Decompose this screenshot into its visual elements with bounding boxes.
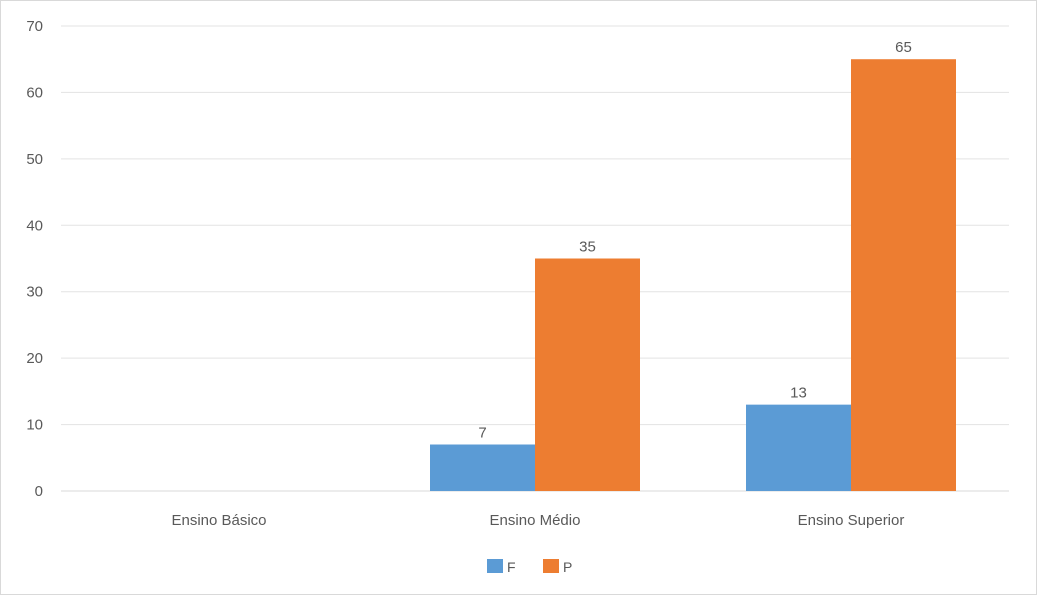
category-label: Ensino Médio [490, 512, 581, 529]
y-tick-label: 10 [26, 417, 43, 434]
bar-f [430, 444, 535, 491]
y-tick-label: 40 [26, 217, 43, 234]
data-label: 7 [478, 425, 486, 442]
legend-label: P [563, 559, 572, 575]
y-tick-label: 70 [26, 18, 43, 35]
bar-p [535, 258, 640, 491]
bar-p [851, 59, 956, 491]
y-tick-label: 20 [26, 350, 43, 367]
y-tick-label: 30 [26, 284, 43, 301]
y-tick-label: 60 [26, 84, 43, 101]
bars [430, 59, 956, 491]
category-label: Ensino Superior [798, 512, 905, 529]
data-labels: 7 35 13 65 [478, 39, 912, 441]
legend-swatch-f [487, 559, 503, 573]
data-label: 65 [895, 39, 912, 56]
y-tick-label: 50 [26, 151, 43, 168]
data-label: 13 [790, 385, 807, 402]
legend-swatch-p [543, 559, 559, 573]
x-axis-categories: Ensino Básico Ensino Médio Ensino Superior [171, 512, 904, 529]
category-label: Ensino Básico [171, 512, 266, 529]
legend-label: F [507, 559, 516, 575]
bar-f [746, 404, 851, 491]
y-axis-ticks: 0 10 20 30 40 50 60 70 [26, 18, 43, 500]
data-label: 35 [579, 239, 596, 256]
y-tick-label: 0 [35, 483, 43, 500]
